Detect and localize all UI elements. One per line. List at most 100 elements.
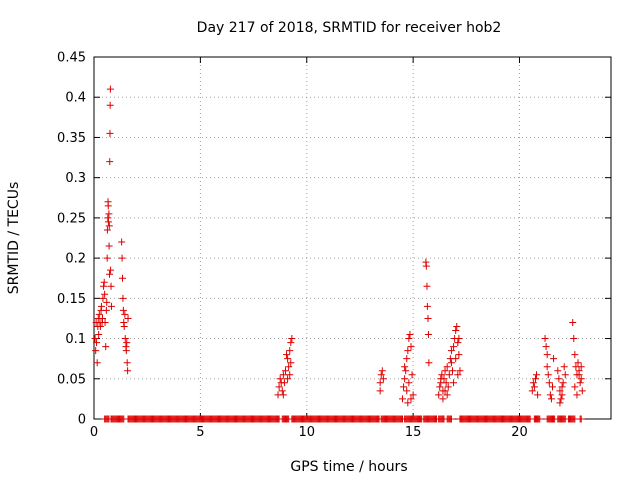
- y-tick-label: 0.05: [57, 372, 86, 387]
- data-point: [403, 355, 411, 363]
- data-point: [106, 85, 114, 93]
- y-tick-label: 0.2: [65, 252, 86, 267]
- data-point: [122, 347, 130, 355]
- data-point: [93, 339, 101, 347]
- data-point: [405, 379, 413, 387]
- data-point: [577, 375, 585, 383]
- data-point: [536, 415, 544, 423]
- data-point: [445, 371, 453, 379]
- data-point: [543, 363, 551, 371]
- x-tick-label: 15: [405, 425, 422, 440]
- x-tick-label: 0: [90, 425, 98, 440]
- chart-title: Day 217 of 2018, SRMTID for receiver hob…: [197, 20, 502, 36]
- axis-ticks: [93, 56, 611, 420]
- data-point: [103, 254, 111, 262]
- y-axis-title: SRMTID / TECUs: [6, 182, 22, 295]
- data-point: [443, 363, 451, 371]
- data-point: [96, 322, 104, 330]
- data-point: [541, 335, 549, 343]
- data-point: [119, 306, 127, 314]
- data-point: [101, 290, 109, 298]
- data-point: [401, 363, 409, 371]
- data-point: [452, 327, 460, 335]
- data-point: [104, 214, 112, 222]
- data-point: [543, 351, 551, 359]
- data-point: [400, 383, 408, 391]
- data-point: [573, 391, 581, 399]
- data-point: [99, 294, 107, 302]
- data-point: [560, 363, 568, 371]
- data-point: [121, 335, 129, 343]
- data-point: [557, 395, 565, 403]
- data-point: [423, 302, 431, 310]
- data-point: [106, 270, 114, 278]
- data-point: [559, 379, 567, 387]
- y-tick-labels: 0 0.05 0.1 0.15 0.2 0.25 0.3 0.35 0.4 0.45: [57, 51, 86, 428]
- data-point: [569, 318, 577, 326]
- data-point: [100, 278, 108, 286]
- data-point: [118, 254, 126, 262]
- data-point: [558, 383, 566, 391]
- data-point: [534, 391, 542, 399]
- data-points: [91, 85, 586, 423]
- data-point: [454, 371, 462, 379]
- data-point: [104, 202, 112, 210]
- y-tick-label: 0: [78, 413, 86, 428]
- data-point: [405, 335, 413, 343]
- data-point: [92, 347, 100, 355]
- data-point: [101, 318, 109, 326]
- grid: [94, 57, 611, 419]
- data-point: [576, 379, 584, 387]
- data-point: [450, 343, 458, 351]
- data-point: [275, 383, 283, 391]
- data-point: [404, 399, 412, 407]
- data-point: [555, 375, 563, 383]
- data-point: [571, 351, 579, 359]
- data-point: [424, 314, 432, 322]
- data-point: [379, 375, 387, 383]
- data-point: [107, 282, 115, 290]
- data-point: [124, 314, 132, 322]
- data-point: [93, 359, 101, 367]
- data-point: [95, 331, 103, 339]
- x-axis-title: GPS time / hours: [290, 459, 407, 475]
- data-point: [376, 379, 384, 387]
- data-point: [409, 391, 417, 399]
- data-point: [403, 387, 411, 395]
- data-point: [570, 335, 578, 343]
- data-point: [575, 371, 583, 379]
- data-point: [288, 335, 296, 343]
- data-point: [442, 379, 450, 387]
- data-point: [546, 391, 554, 399]
- data-point: [443, 391, 451, 399]
- data-point: [123, 359, 131, 367]
- data-point: [118, 238, 126, 246]
- data-point: [401, 375, 409, 383]
- data-point: [407, 395, 415, 403]
- data-point: [103, 298, 111, 306]
- data-point: [105, 222, 113, 230]
- data-point: [276, 375, 284, 383]
- data-point: [119, 294, 127, 302]
- data-point: [107, 302, 115, 310]
- y-tick-label: 0.3: [65, 171, 86, 186]
- data-point: [556, 399, 564, 407]
- data-point: [554, 367, 562, 375]
- data-point: [404, 347, 412, 355]
- data-point: [571, 383, 579, 391]
- y-tick-label: 0.45: [57, 51, 86, 66]
- data-point: [106, 101, 114, 109]
- data-point: [556, 387, 564, 395]
- y-tick-label: 0.15: [57, 292, 86, 307]
- data-point: [377, 371, 385, 379]
- data-point: [561, 371, 569, 379]
- data-point: [121, 310, 129, 318]
- data-point: [102, 343, 110, 351]
- data-point: [398, 395, 406, 403]
- data-point: [402, 367, 410, 375]
- data-point: [455, 351, 463, 359]
- x-tick-labels: 0 5 10 15 20: [90, 425, 528, 440]
- y-tick-label: 0.4: [65, 91, 86, 106]
- data-point: [435, 391, 443, 399]
